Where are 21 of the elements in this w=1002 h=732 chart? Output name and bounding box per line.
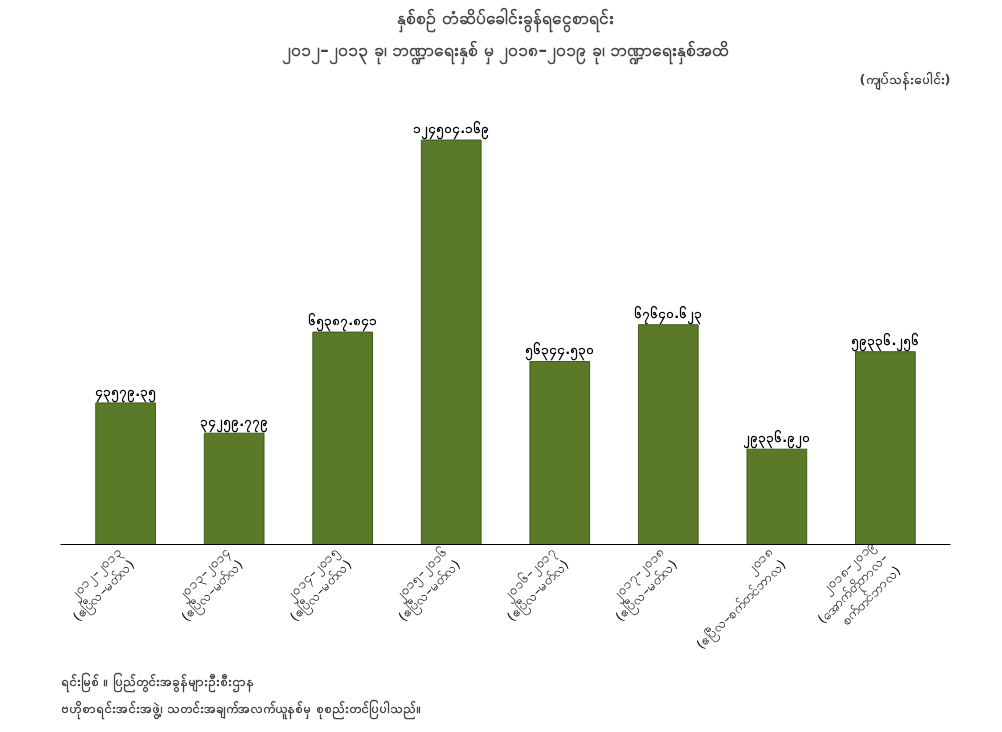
bar [855,351,916,545]
data-label: ၂၉၃၃၆.၉၂၀ [743,429,811,450]
bar [746,448,808,545]
chart-title: နှစ်စဉ် တံဆိပ်ခေါင်းခွန်ရငွေစာရင်း [397,6,614,33]
data-label: ၆၅၃၈၇.၈၄၁ [308,312,378,333]
bar [95,402,156,545]
data-label: ၆၇၆၄၀.၆၂၃ [634,304,703,325]
data-label: ၁၂၄၅၀၄.၁၆၉ [413,120,490,141]
bar [203,432,265,545]
data-label: ၄၃၅၇၉.၃၅ [95,383,157,403]
text: ရင်းမြစ် ။ ပြည်တွင်းအခွန်များဦးစီးဌာန [60,671,254,693]
y-axis-title: (ကျပ်သန်းပေါင်း) [859,70,951,91]
text: ဗဟိုစာရင်းအင်းအဖွဲ့၊ သတင်းအချက်အလက်ယူနစ်မှ စုစည်းတင်ပြပါသည်။ [60,698,421,720]
bar [312,331,374,545]
bar [420,139,482,545]
data-label: ၅၉၃၃၆.၂၅၆ [851,331,920,352]
data-label: ၅၆၃၄၄.၅၃၀ [525,341,595,362]
bar [637,324,699,545]
chart-subtitle: ၂၀၁၂–၂၀၁၃ ခု၊ ဘဏ္ဍာရေးနှစ် မှ ၂၀၁၈–၂၀၁၉ ခု၊ ဘဏ္ဍာရေးနှစ်အထိ [282,39,729,65]
data-label: ၃၄၂၅၉.၇၇၉ [200,414,269,434]
bar [529,360,591,545]
